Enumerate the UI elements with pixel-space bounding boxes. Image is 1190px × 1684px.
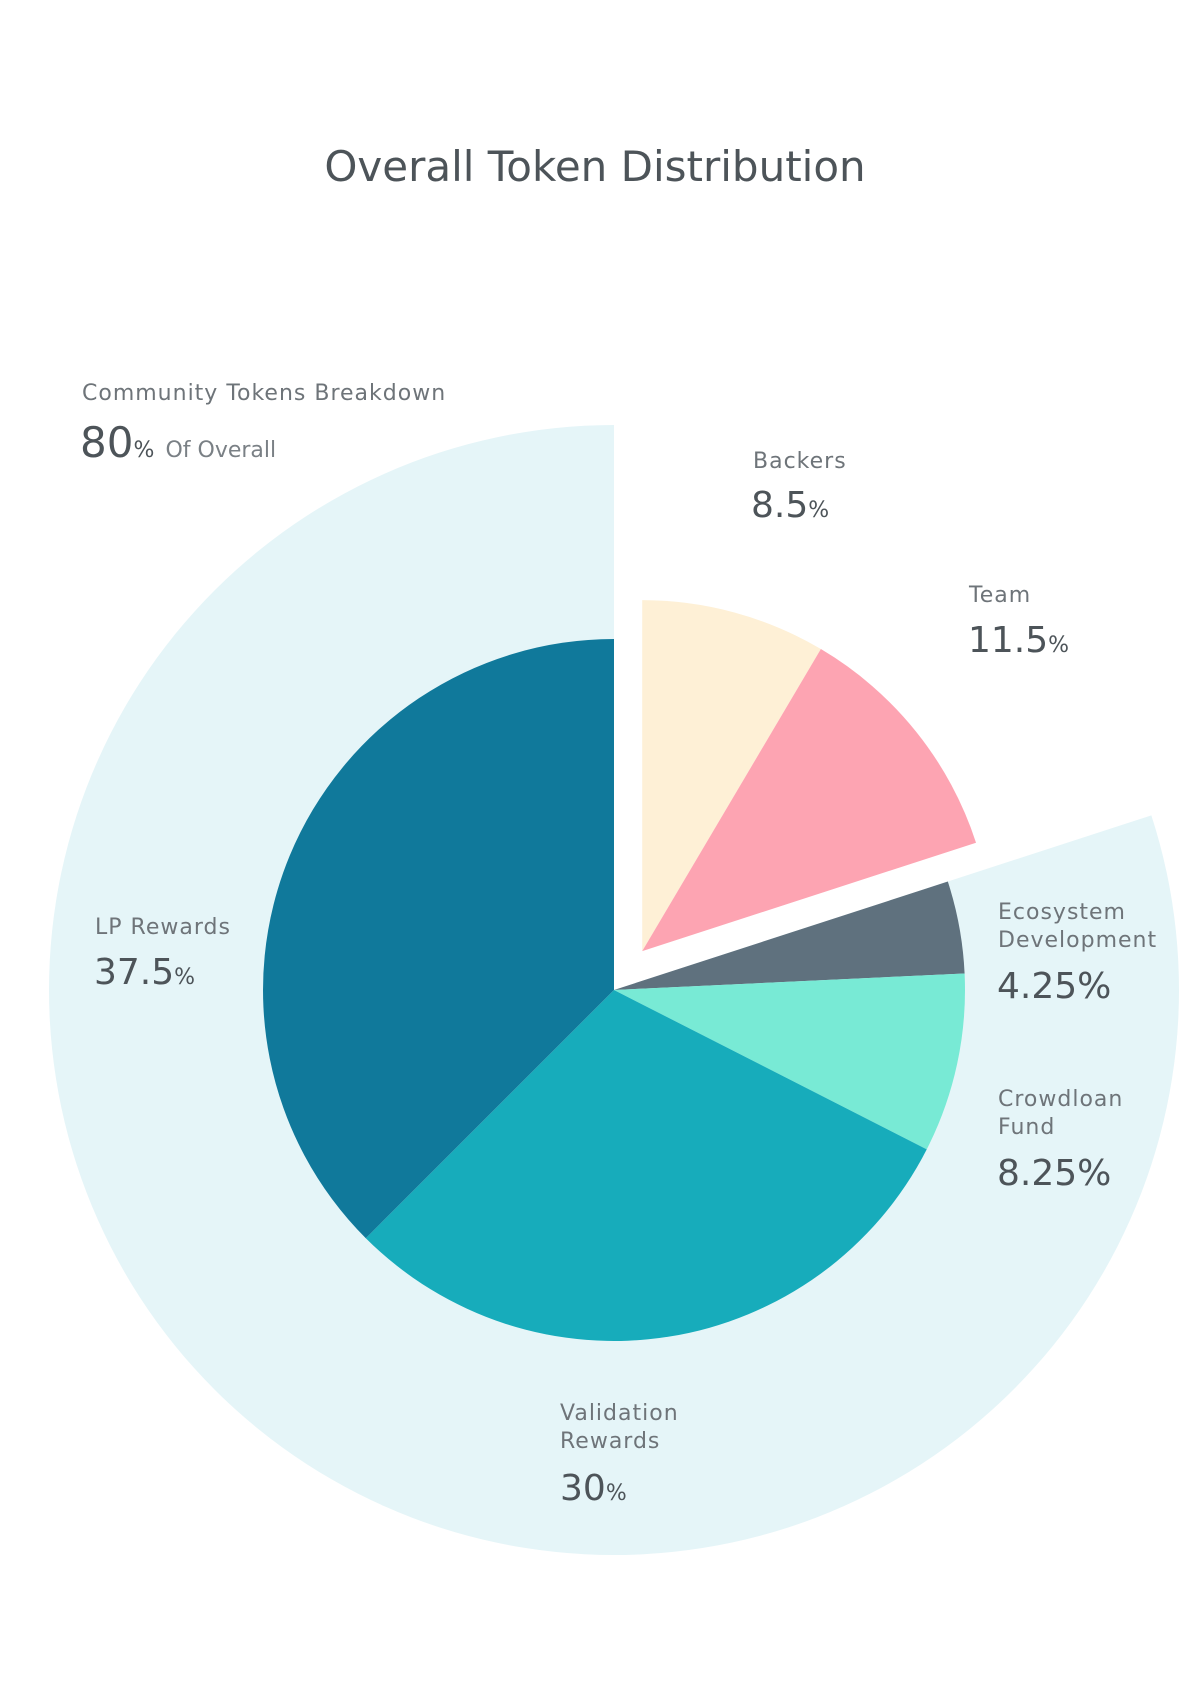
slice-label-ecosystem: Ecosystem <box>998 900 1126 925</box>
slice-label-lp: LP Rewards <box>95 915 231 940</box>
slice-value-backers: 8.5% <box>751 485 829 526</box>
slice-team <box>642 649 977 952</box>
slice-label-validation-line2: Rewards <box>560 1429 660 1454</box>
slice-lp <box>263 639 614 1239</box>
community-breakdown-label: Community Tokens Breakdown <box>82 381 446 406</box>
slice-value-crowdloan: 8.25% <box>997 1153 1111 1194</box>
slice-label-crowdloan: Crowdloan <box>998 1087 1123 1112</box>
community-breakdown-value: 80% Of Overall <box>80 418 276 467</box>
slice-crowdloan <box>614 973 965 1150</box>
slice-value-team: 11.5% <box>968 620 1069 661</box>
pie-labels: Community Tokens Breakdown 80% Of Overal… <box>80 381 1157 1509</box>
slice-label-backers: Backers <box>753 449 847 474</box>
slice-validation <box>365 990 927 1341</box>
slice-backers <box>642 600 821 952</box>
slice-label-ecosystem-line2: Development <box>998 928 1157 953</box>
pie-slices <box>49 425 1180 1555</box>
slice-ecosystem <box>614 881 965 990</box>
slice-value-ecosystem: 4.25% <box>997 966 1111 1007</box>
slice-label-validation: Validation <box>560 1401 679 1426</box>
chart-title: Overall Token Distribution <box>324 142 865 191</box>
slice-label-team: Team <box>968 583 1031 608</box>
slice-label-crowdloan-line2: Fund <box>998 1115 1055 1140</box>
slice-value-validation: 30% <box>560 1468 627 1509</box>
slice-value-lp: 37.5% <box>94 952 195 993</box>
